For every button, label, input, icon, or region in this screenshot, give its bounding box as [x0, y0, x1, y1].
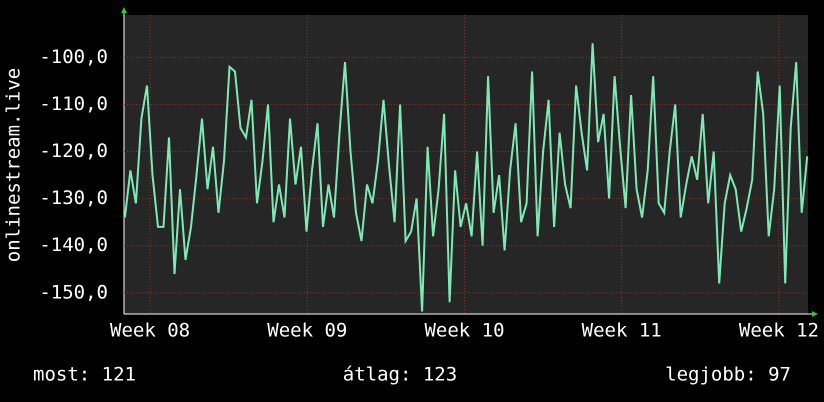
y-axis-label: onlinestream.live	[3, 68, 25, 262]
x-tick-label: Week 08	[110, 320, 190, 342]
x-tick-label: Week 11	[582, 320, 662, 342]
footer-avg: átlag: 123	[343, 364, 457, 386]
series-line	[123, 43, 809, 312]
y-tick-label: -120,0	[39, 140, 108, 162]
y-tick-label: -130,0	[39, 187, 108, 209]
x-arrow	[812, 311, 818, 317]
x-tick-label: Week 09	[267, 320, 347, 342]
y-tick-label: -100,0	[39, 46, 108, 68]
footer-now: most: 121	[33, 364, 136, 386]
y-tick-label: -150,0	[39, 281, 108, 303]
y-tick-label: -140,0	[39, 234, 108, 256]
y-tick-label: -110,0	[39, 93, 108, 115]
footer-best: legjobb: 97	[665, 364, 791, 386]
x-tick-label: Week 12	[739, 320, 819, 342]
x-tick-label: Week 10	[424, 320, 504, 342]
y-arrow	[121, 7, 127, 13]
